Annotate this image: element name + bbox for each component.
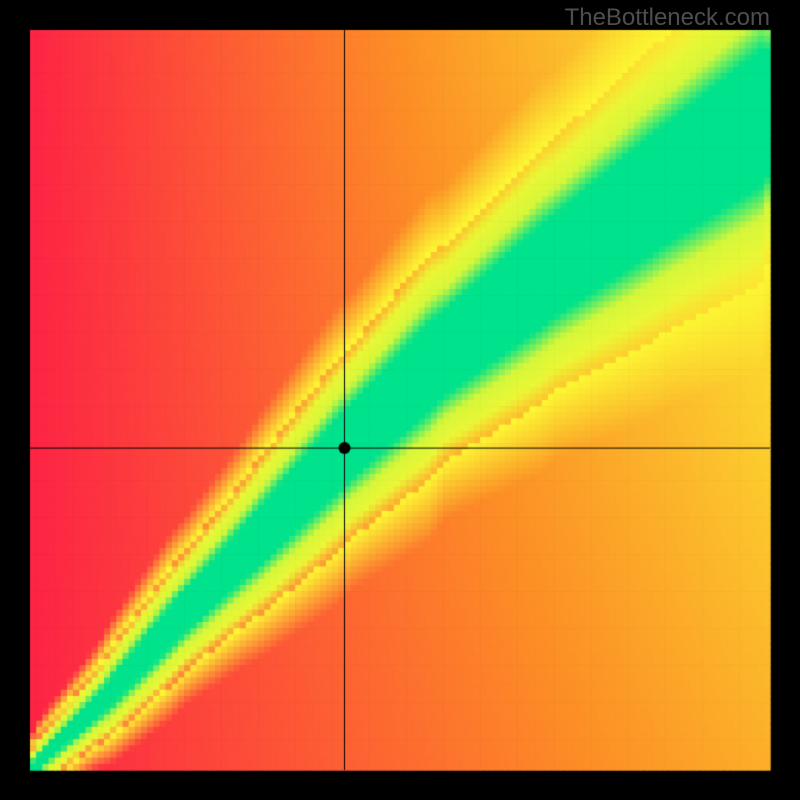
watermark-text: TheBottleneck.com: [565, 4, 770, 32]
chart-container: TheBottleneck.com: [0, 0, 800, 800]
bottleneck-heatmap: [0, 0, 800, 800]
